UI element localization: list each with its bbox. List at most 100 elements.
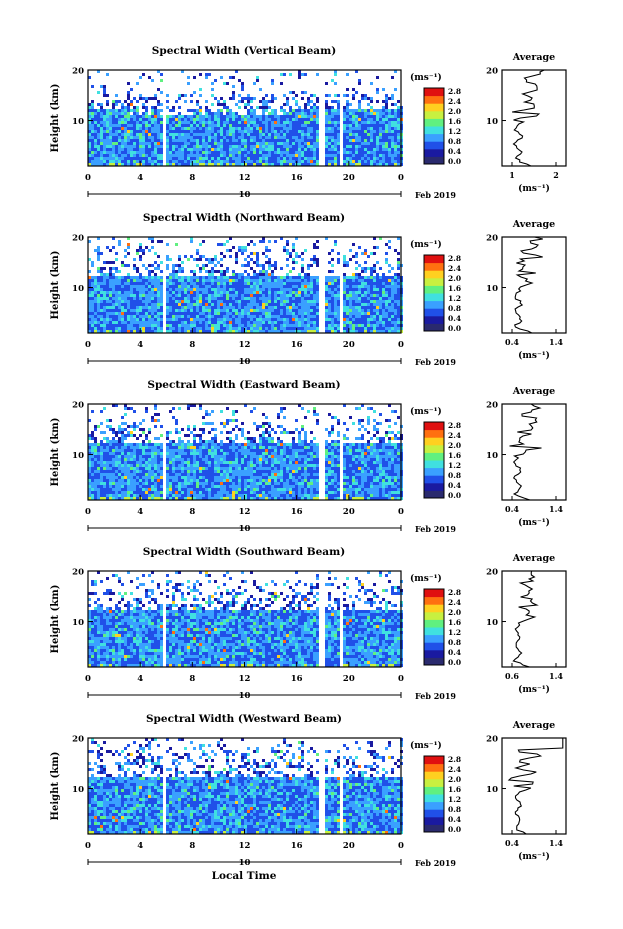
x-tick-label: 12 [239, 340, 251, 350]
colorbar-tick-label: 1.6 [448, 618, 461, 627]
y-tick-label: 20 [72, 568, 84, 578]
date-label: Feb 2019 [415, 691, 456, 701]
colorbar-frame [423, 254, 445, 332]
colorbar-swatch [424, 460, 444, 469]
colorbar-tick-label: 0.4 [448, 147, 461, 156]
colorbar-swatch [424, 589, 444, 598]
average-x-tick-label: 1.4 [549, 671, 563, 681]
colorbar-tick-label: 2.4 [448, 765, 461, 774]
average-x-tick-label: 1.4 [549, 838, 563, 848]
colorbar-tick-label: 2.0 [448, 775, 461, 784]
x-tick-label: 12 [239, 173, 251, 183]
average-y-tick-label: 10 [486, 785, 498, 795]
colorbar-swatch [424, 148, 444, 157]
y-tick-label: 20 [72, 401, 84, 411]
colorbar-swatch [424, 95, 444, 104]
x-tick-label: 20 [343, 507, 355, 517]
colorbar-swatch [424, 315, 444, 324]
colorbar-swatch [424, 156, 444, 165]
x-tick-label: 16 [291, 340, 303, 350]
average-frame [501, 236, 567, 334]
colorbar-swatch [424, 619, 444, 628]
x-tick-label: 20 [343, 173, 355, 183]
colorbar-swatch [424, 642, 444, 651]
colorbar-swatch [424, 118, 444, 127]
date-label: Feb 2019 [415, 190, 456, 200]
colorbar-tick-label: 0.8 [448, 304, 461, 313]
colorbar-tick-label: 1.2 [448, 461, 461, 470]
heatmap-cells [88, 237, 403, 333]
average-frame [501, 570, 567, 668]
x-tick-label: 0 [398, 674, 404, 684]
x-tick-label: 12 [239, 841, 251, 851]
colorbar-swatch [424, 437, 444, 446]
panel-4: Spectral Width (Westward Beam) 10 20 Height… [50, 713, 567, 868]
colorbar-swatch [424, 634, 444, 643]
colorbar-swatch [424, 293, 444, 302]
colorbar-unit: (ms⁻¹) [410, 72, 442, 83]
average-y-tick-label: 20 [486, 234, 498, 244]
average-x-tick-label: 0.4 [505, 504, 519, 514]
x-tick-label: 0 [398, 173, 404, 183]
x-tick-label: 0 [85, 507, 91, 517]
colorbar-swatch [424, 467, 444, 476]
colorbar-swatch [424, 786, 444, 795]
colorbar-swatch [424, 816, 444, 825]
average-x-tick-label: 2 [553, 170, 559, 180]
y-tick-label: 10 [72, 618, 84, 628]
panel-0: Spectral Width (Vertical Beam)1020Height… [50, 45, 567, 200]
average-profile-line [514, 236, 543, 334]
average-title: Average [512, 219, 555, 230]
colorbar-tick-label: 2.4 [448, 431, 461, 440]
colorbar-tick-label: 2.0 [448, 441, 461, 450]
date-label: Feb 2019 [415, 858, 456, 868]
x-tick-label: 4 [137, 507, 143, 517]
colorbar-swatch [424, 126, 444, 135]
x-tick-label: 8 [189, 507, 195, 517]
colorbar-swatch [424, 475, 444, 484]
x-tick-label: 4 [137, 674, 143, 684]
average-x-label: (ms⁻¹) [518, 350, 550, 361]
average-x-tick-label: 0.4 [505, 337, 519, 347]
average-frame [501, 69, 567, 167]
colorbar-tick-label: 0.0 [448, 825, 461, 834]
colorbar-swatch [424, 657, 444, 666]
colorbar-swatch [424, 323, 444, 332]
x-tick-label: 0 [398, 841, 404, 851]
average-y-tick-label: 10 [486, 284, 498, 294]
date-label: Feb 2019 [415, 357, 456, 367]
colorbar-unit: (ms⁻¹) [410, 573, 442, 584]
colorbar-tick-label: 0.4 [448, 648, 461, 657]
colorbar-swatch [424, 794, 444, 803]
average-y-tick-label: 10 [486, 117, 498, 127]
x-tick-label: 20 [343, 340, 355, 350]
colorbar-swatch [424, 482, 444, 491]
colorbar-tick-label: 1.6 [448, 785, 461, 794]
colorbar-swatch [424, 444, 444, 453]
average-x-tick-label: 0.6 [505, 671, 519, 681]
average-y-tick-label: 20 [486, 67, 498, 77]
colorbar-frame [423, 421, 445, 499]
date-marker: 10 [239, 357, 251, 367]
colorbar-swatch [424, 649, 444, 658]
colorbar-unit: (ms⁻¹) [410, 406, 442, 417]
date-label: Feb 2019 [415, 524, 456, 534]
colorbar-swatch [424, 490, 444, 499]
heatmap-cells [88, 571, 403, 667]
y-tick-label: 10 [72, 785, 84, 795]
colorbar-tick-label: 1.2 [448, 127, 461, 136]
colorbar-tick-label: 0.4 [448, 815, 461, 824]
average-x-tick-label: 1.4 [549, 337, 563, 347]
average-title: Average [512, 386, 555, 397]
average-frame [501, 403, 567, 501]
colorbar-swatch [424, 756, 444, 765]
y-axis-label: Height (km) [50, 251, 61, 320]
colorbar-swatch [424, 763, 444, 772]
colorbar-swatch [424, 255, 444, 264]
x-tick-label: 20 [343, 841, 355, 851]
y-tick-label: 10 [72, 117, 84, 127]
average-x-tick-label: 0.4 [505, 838, 519, 848]
average-x-label: (ms⁻¹) [518, 851, 550, 862]
colorbar-swatch [424, 308, 444, 317]
